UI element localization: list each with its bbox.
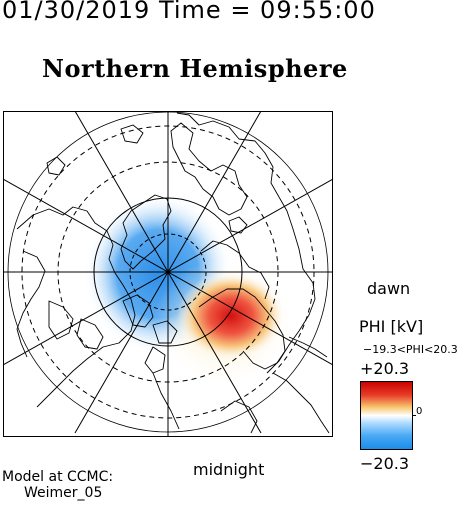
colorbar-range-text: −19.3<PHI<20.3 (363, 343, 458, 356)
model-credit-line2: Weimer_05 (24, 485, 103, 501)
colorbar-max-label: +20.3 (360, 359, 410, 378)
model-credit-line1: Model at CCMC: (2, 469, 114, 485)
map-frame (3, 111, 333, 437)
colorbar (360, 381, 416, 450)
colorbar-zero-label: 0 (416, 406, 423, 417)
positive-potential-cell (177, 272, 285, 360)
midnight-label: midnight (193, 460, 265, 479)
colorbar-quantity-label: PHI [kV] (359, 317, 424, 336)
colorbar-min-label: −20.3 (360, 454, 410, 473)
timestamp: 01/30/2019 Time = 09:55:00 (2, 0, 376, 24)
coastlines (16, 112, 330, 434)
meridian-lines (3, 111, 333, 437)
dawn-label: dawn (367, 279, 411, 298)
colorbar-gradient (360, 381, 413, 450)
polar-map (3, 111, 333, 437)
plot-title: Northern Hemisphere (42, 54, 348, 83)
